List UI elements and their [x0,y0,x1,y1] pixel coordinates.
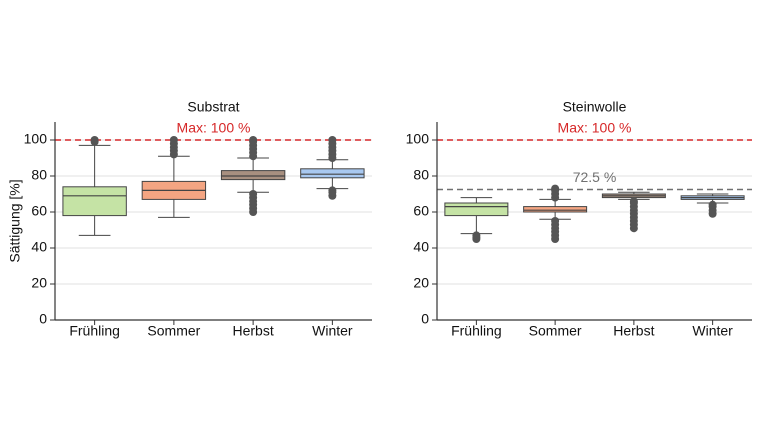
outlier [629,197,638,206]
y-tick-label: 100 [406,131,430,147]
chart-title: Steinwolle [563,99,627,115]
y-tick-label: 40 [31,239,47,255]
box [300,168,365,179]
box [220,170,286,181]
y-tick-label: 60 [413,203,429,219]
box [444,202,509,217]
x-tick-label: Herbst [233,323,274,339]
outlier [708,200,717,209]
outlier [551,184,560,193]
y-tick-label: 60 [31,203,47,219]
box [62,186,127,217]
outlier [328,136,337,144]
reference-label: Max: 100 % [177,120,251,136]
reference-label: 72.5 % [573,169,617,185]
outlier [249,190,258,198]
reference-label: Max: 100 % [558,120,632,136]
y-tick-label: 0 [39,311,47,327]
x-tick-label: Sommer [529,323,582,339]
outlier [90,136,99,144]
outlier [328,186,337,195]
y-tick-label: 80 [413,167,429,183]
x-tick-label: Sommer [147,323,200,339]
x-tick-label: Winter [312,323,353,339]
y-axis-label: Sättigung [%] [7,179,23,262]
y-tick-label: 80 [31,167,47,183]
y-tick-label: 20 [31,275,47,291]
x-tick-label: Frühling [451,323,502,339]
outlier [551,217,560,225]
y-tick-label: 100 [24,131,48,147]
box [523,206,588,213]
chart-title: Substrat [187,99,239,115]
outlier [472,231,481,240]
x-tick-label: Frühling [69,323,120,339]
x-tick-label: Herbst [613,323,654,339]
outlier [249,136,258,144]
y-tick-label: 0 [421,311,429,327]
x-tick-label: Winter [692,323,733,339]
y-tick-label: 20 [413,275,429,291]
outlier [169,136,178,144]
y-tick-label: 40 [413,239,429,255]
